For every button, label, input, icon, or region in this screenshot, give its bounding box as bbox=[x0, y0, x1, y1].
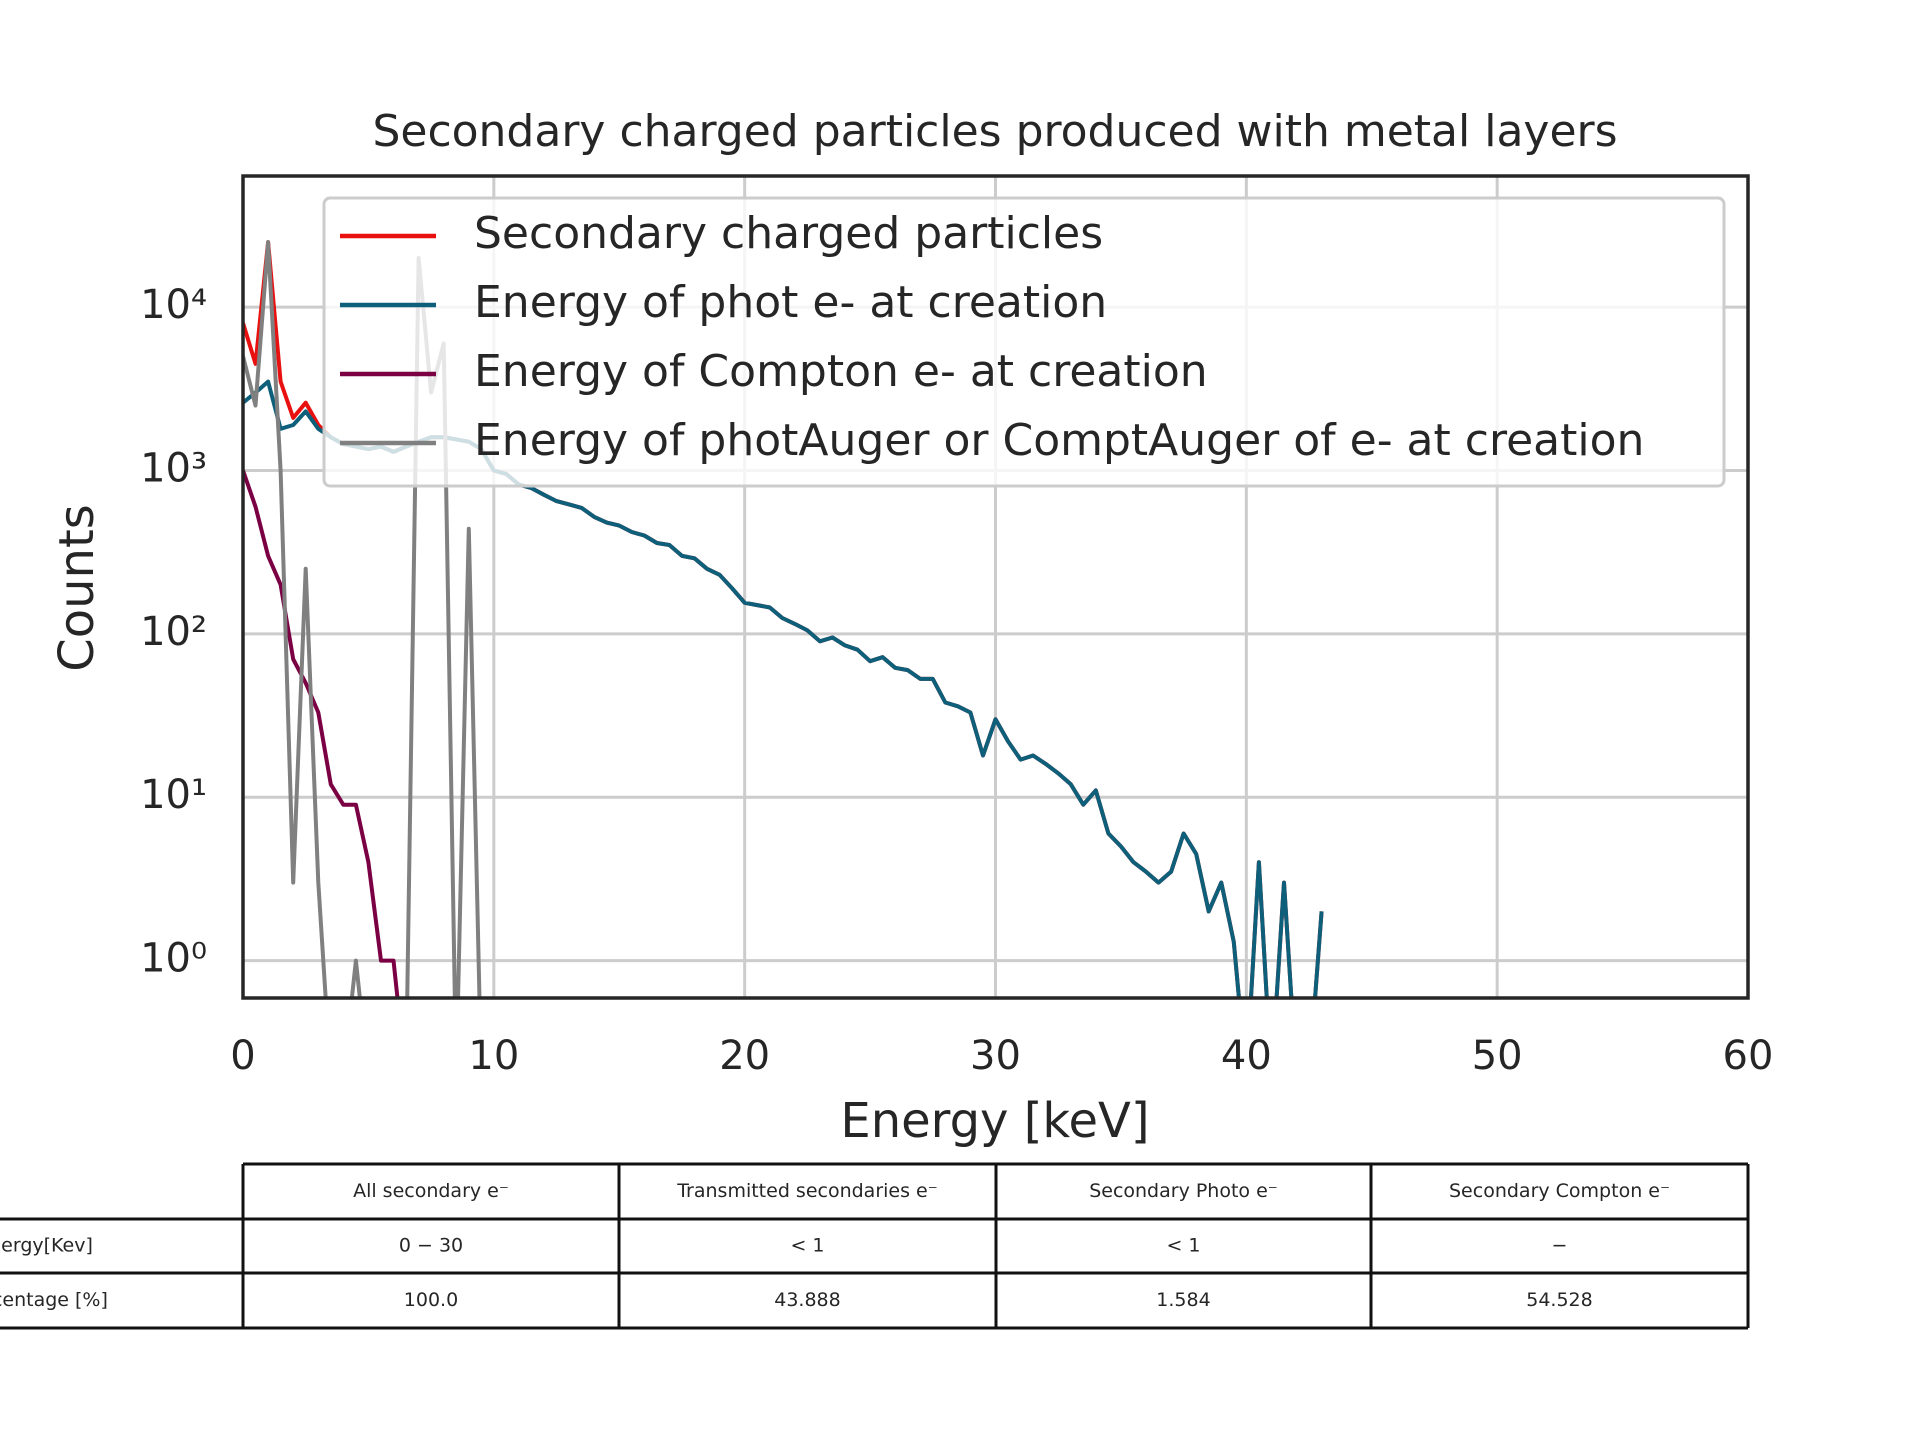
table-header: Secondary Photo e⁻ bbox=[1089, 1180, 1278, 1202]
table-cell: < 1 bbox=[1166, 1235, 1200, 1257]
chart-title: Secondary charged particles produced wit… bbox=[372, 106, 1617, 157]
legend-label: Energy of phot e- at creation bbox=[474, 277, 1107, 328]
x-tick-label: 50 bbox=[1472, 1033, 1523, 1079]
table-cell: 54.528 bbox=[1526, 1289, 1592, 1311]
x-tick-label: 40 bbox=[1221, 1033, 1272, 1079]
table-cell: − bbox=[1552, 1235, 1568, 1257]
table-header: Secondary Compton e⁻ bbox=[1449, 1180, 1670, 1202]
y-tick-label: 10⁴ bbox=[140, 282, 207, 328]
x-tick-label: 60 bbox=[1723, 1033, 1774, 1079]
table-header: All secondary e⁻ bbox=[353, 1180, 509, 1202]
table-cell: 1.584 bbox=[1156, 1289, 1210, 1311]
x-tick-label: 20 bbox=[719, 1033, 770, 1079]
x-tick-label: 0 bbox=[230, 1033, 255, 1079]
x-axis-label: Energy [keV] bbox=[840, 1093, 1149, 1149]
y-tick-label: 10³ bbox=[140, 445, 207, 491]
legend-label: Secondary charged particles bbox=[474, 208, 1103, 259]
y-tick-label: 10¹ bbox=[140, 772, 207, 818]
table-cell: 0 − 30 bbox=[399, 1235, 463, 1257]
table-cell: 43.888 bbox=[774, 1289, 840, 1311]
legend-label: Energy of Compton e- at creation bbox=[474, 346, 1208, 397]
table-header: Transmitted secondaries e⁻ bbox=[676, 1180, 938, 1202]
table-cell: 100.0 bbox=[404, 1289, 458, 1311]
legend-box bbox=[322, 196, 1726, 488]
table-row-label: Energy[Kev] bbox=[0, 1235, 93, 1257]
x-tick-label: 30 bbox=[970, 1033, 1021, 1079]
table-row-label: Percentage [%] bbox=[0, 1289, 108, 1311]
series-line bbox=[243, 469, 400, 998]
plot-frame bbox=[241, 174, 1750, 1000]
y-tick-label: 10⁰ bbox=[140, 936, 207, 982]
x-tick-label: 10 bbox=[468, 1033, 519, 1079]
y-tick-label: 10² bbox=[140, 609, 207, 655]
y-axis-label: Counts bbox=[49, 504, 105, 672]
table-cell: < 1 bbox=[790, 1235, 824, 1257]
legend-label: Energy of photAuger or ComptAuger of e- … bbox=[474, 415, 1644, 466]
